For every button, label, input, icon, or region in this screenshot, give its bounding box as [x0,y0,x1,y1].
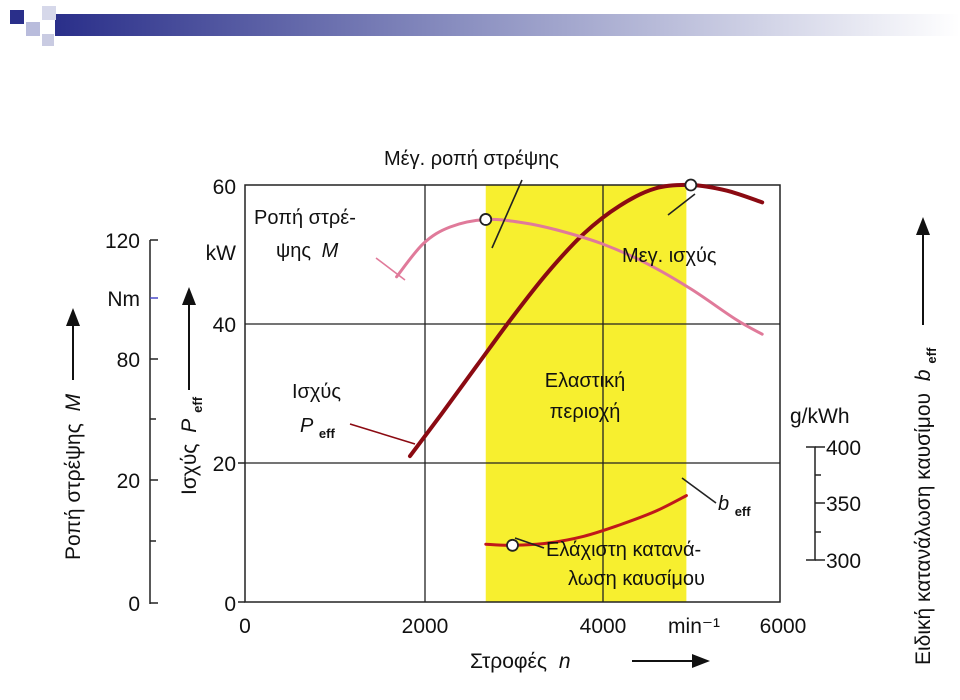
power-tick-marks [238,462,245,603]
x-axis-title-arrowhead [692,654,710,668]
elastic-region-shading [485,185,687,602]
power-tick-label-0: 0 [224,593,236,616]
x-axis-title-text: Στροφές [470,650,547,673]
banner-square-2 [26,22,40,36]
torque-axis-title-var: M [62,393,85,411]
max-power-annotation: Μεγ. ισχύς [622,245,717,267]
x-unit-label: min⁻¹ [668,615,720,638]
power-curve [408,182,765,459]
b-eff-leader [681,477,717,504]
x-axis-title: Στροφές n [470,650,710,673]
x-tick-label-6000: 6000 [760,615,807,638]
torque-annotation-text: ψης [276,240,311,262]
svg-text:Ροπή στρέψης M: Ροπή στρέψης M [62,393,85,560]
consumption-tick-label-300: 300 [826,550,861,573]
torque-axis-ticks [150,239,158,604]
power-tick-label-40: 40 [213,314,236,337]
consumption-unit-label: g/kWh [790,405,850,428]
consumption-axis-title-sub: eff [924,347,939,364]
torque-annotation-var: M [322,240,339,262]
elastic-region-label-line2: περιοχή [550,401,621,423]
torque-marker [479,213,493,226]
power-axis-title-text: Ισχύς [178,444,201,495]
torque-label-leader [375,257,406,281]
elastic-region-label-line1: Ελαστική [545,370,625,392]
x-tick-label-4000: 4000 [580,615,627,638]
power-annotation-line1: Ισχύς [292,381,341,403]
torque-curve [395,217,764,336]
power-label-leader [349,423,416,445]
b-eff-annotation: b eff [718,493,751,519]
power-annotation-line2: P eff [300,415,335,441]
consumption-marker [506,538,519,552]
power-axis-title-var: P [178,419,201,433]
consumption-axis-title-var: b [912,369,935,381]
torque-annotation-line2: ψης M [276,240,339,262]
torque-tick-label-20: 20 [117,470,140,493]
max-torque-leader [491,179,523,249]
banner-square-1 [10,10,24,24]
torque-axis-title-text: Ροπή στρέψης [62,423,85,560]
power-annotation-var: P [300,415,314,437]
consumption-axis-bracket [806,446,825,561]
b-eff-var: b [718,493,729,515]
torque-tick-label-0: 0 [128,593,140,616]
plot-frame [244,184,781,603]
torque-axis-title: Ροπή στρέψης M [62,308,85,560]
max-power-leader [667,193,696,216]
banner-bar [55,14,960,36]
torque-tick-label-120: 120 [105,230,140,253]
power-tick-label-60: 60 [213,176,236,199]
power-annotation-sub: eff [319,426,336,441]
torque-annotation-line1: Ροπή στρέ- [254,207,356,229]
x-tick-label-0: 0 [239,615,251,638]
consumption-tick-label-350: 350 [826,493,861,516]
annotation-leaders [349,179,717,549]
consumption-axis-title-text: Ειδική κατανάλωση καυσίμου [912,393,935,665]
x-axis-title-var: n [559,650,571,673]
min-consumption-annotation-line1: Ελάχιστη κατανά- [546,539,701,561]
banner-square-3 [42,6,56,20]
torque-axis-title-arrowhead [66,308,80,326]
x-tick-label-2000: 2000 [402,615,449,638]
banner-square-4 [42,34,54,46]
power-unit-label: kW [206,242,237,265]
power-axis-title: Ισχύς P eff [178,287,205,495]
consumption-axis-title: Ειδική κατανάλωση καυσίμου b eff [912,217,939,665]
consumption-axis-line [806,446,816,561]
consumption-tick-label-400: 400 [826,437,861,460]
svg-text:Στροφές n: Στροφές n [470,650,571,673]
marker-layer [479,178,698,552]
max-torque-annotation: Μέγ. ροπή στρέψης [384,148,559,170]
power-axis-title-arrowhead [182,287,196,305]
power-axis-title-sub: eff [190,396,205,413]
b-eff-sub: eff [735,504,752,519]
torque-unit-label: Nm [107,288,140,311]
min-consumption-leader [514,537,545,549]
torque-tick-label-80: 80 [117,349,140,372]
slide-header-banner [10,6,960,46]
svg-text:Ειδική κατανάλωση καυσίμου: Ειδική κατανάλωση καυσίμου b eff [912,347,939,665]
power-marker [684,178,698,192]
min-consumption-annotation-line2: λωση καυσίμου [568,568,705,590]
svg-text:Ισχύς P eff: Ισχύς P eff [178,396,205,495]
power-tick-label-20: 20 [213,453,236,476]
consumption-axis-title-arrowhead [916,217,930,235]
